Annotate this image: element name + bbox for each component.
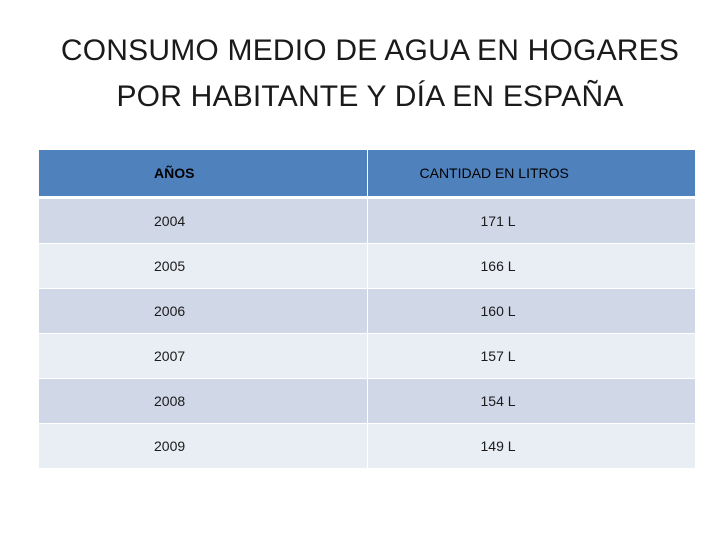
cell-liters: 171 L (366, 197, 695, 244)
table-row: 2004 171 L (39, 197, 695, 244)
table-row: 2005 166 L (39, 243, 695, 289)
table-row: 2007 157 L (39, 333, 695, 379)
cell-liters: 154 L (366, 378, 695, 424)
title-line-1: CONSUMO MEDIO DE AGUA EN HOGARES (60, 34, 680, 67)
table-header: AÑOS CANTIDAD EN LITROS (39, 150, 695, 199)
table-body: 2004 171 L 2005 166 L 2006 160 L 2007 15… (39, 197, 695, 469)
cell-year: 2006 (39, 288, 367, 334)
cell-liters: 160 L (366, 288, 695, 334)
table-row: 2009 149 L (39, 423, 695, 469)
table-row: 2008 154 L (39, 378, 695, 424)
slide-title: CONSUMO MEDIO DE AGUA EN HOGARES POR HAB… (40, 28, 700, 120)
header-liters: CANTIDAD EN LITROS (366, 150, 695, 199)
cell-liters: 149 L (366, 423, 695, 469)
header-years: AÑOS (39, 150, 367, 199)
cell-liters: 166 L (366, 243, 695, 289)
table-row: 2006 160 L (39, 288, 695, 334)
water-consumption-table: AÑOS CANTIDAD EN LITROS 2004 171 L 2005 … (39, 150, 695, 469)
cell-year: 2007 (39, 333, 367, 379)
cell-year: 2008 (39, 378, 367, 424)
cell-liters: 157 L (366, 333, 695, 379)
cell-year: 2004 (39, 197, 367, 244)
cell-year: 2009 (39, 423, 367, 469)
cell-year: 2005 (39, 243, 367, 289)
title-line-2: POR HABITANTE Y DÍA EN ESPAÑA (116, 80, 624, 113)
table-header-row: AÑOS CANTIDAD EN LITROS (39, 150, 695, 199)
